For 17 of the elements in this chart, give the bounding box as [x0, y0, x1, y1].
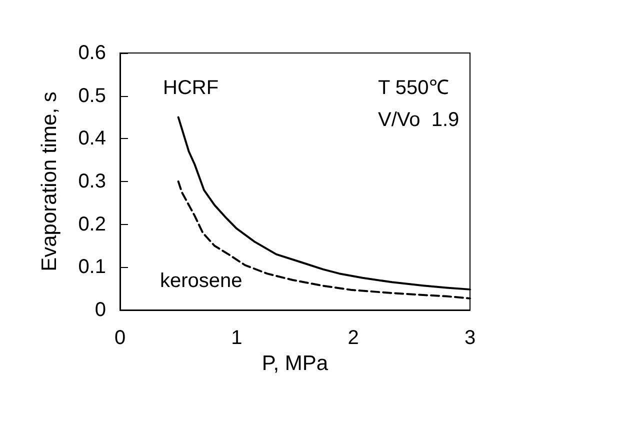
y-axis-title: Evaporation time, s — [38, 92, 61, 272]
y-tick-label: 0.5 — [78, 84, 106, 107]
x-tick-label: 2 — [348, 327, 359, 349]
annotation: V/Vo 1.9 — [378, 109, 460, 131]
annotation: T 550℃ — [378, 77, 449, 99]
y-tick-label: 0.1 — [78, 256, 106, 278]
x-tick-label: 3 — [464, 327, 476, 349]
y-tick-label: 0.6 — [78, 42, 106, 64]
y-tick-label: 0.4 — [78, 128, 106, 150]
x-tick-label: 0 — [114, 327, 126, 349]
y-tick-label: 0.2 — [78, 213, 106, 236]
x-axis-title: P, MPa — [262, 352, 328, 375]
y-tick-label: 0.3 — [78, 170, 106, 192]
y-tick-label: 0 — [94, 299, 106, 321]
x-tick-label: 1 — [231, 327, 242, 349]
series-label: HCRF — [163, 77, 219, 99]
series-label: kerosene — [160, 270, 242, 292]
